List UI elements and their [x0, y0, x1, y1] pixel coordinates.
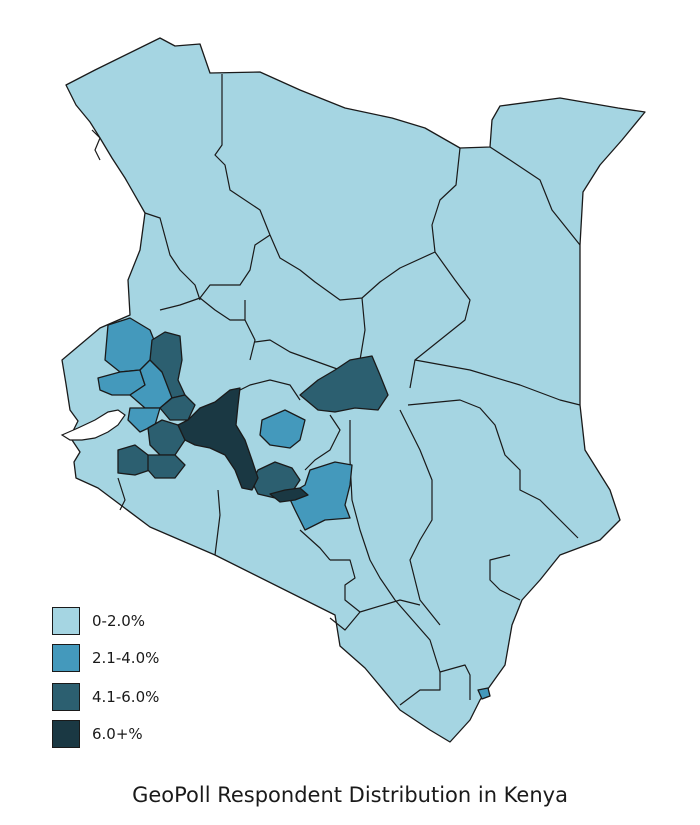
legend-swatch	[52, 644, 80, 672]
county-mombasa	[477, 687, 491, 700]
legend-label: 0-2.0%	[92, 612, 146, 630]
county-central-east	[259, 409, 306, 449]
county-nairobi	[269, 487, 309, 503]
county-bomet	[147, 454, 186, 479]
county-nakuru	[177, 387, 259, 491]
county-trans-nzoia	[149, 331, 186, 399]
legend-label: 6.0+%	[92, 725, 143, 743]
county-kericho	[147, 419, 186, 456]
lake-victoria	[60, 409, 126, 441]
legend-swatch	[52, 607, 80, 635]
county-meru	[299, 355, 389, 413]
legend-item: 2.1-4.0%	[52, 644, 159, 672]
lake-turkana-shore	[91, 129, 101, 161]
legend-label: 2.1-4.0%	[92, 649, 160, 667]
legend-item: 0-2.0%	[52, 607, 145, 635]
legend-swatch	[52, 683, 80, 711]
legend-label: 4.1-6.0%	[92, 688, 160, 706]
legend-item: 6.0+%	[52, 720, 143, 748]
legend-item: 4.1-6.0%	[52, 683, 159, 711]
map-caption: GeoPoll Respondent Distribution in Kenya	[132, 783, 568, 807]
legend-swatch	[52, 720, 80, 748]
